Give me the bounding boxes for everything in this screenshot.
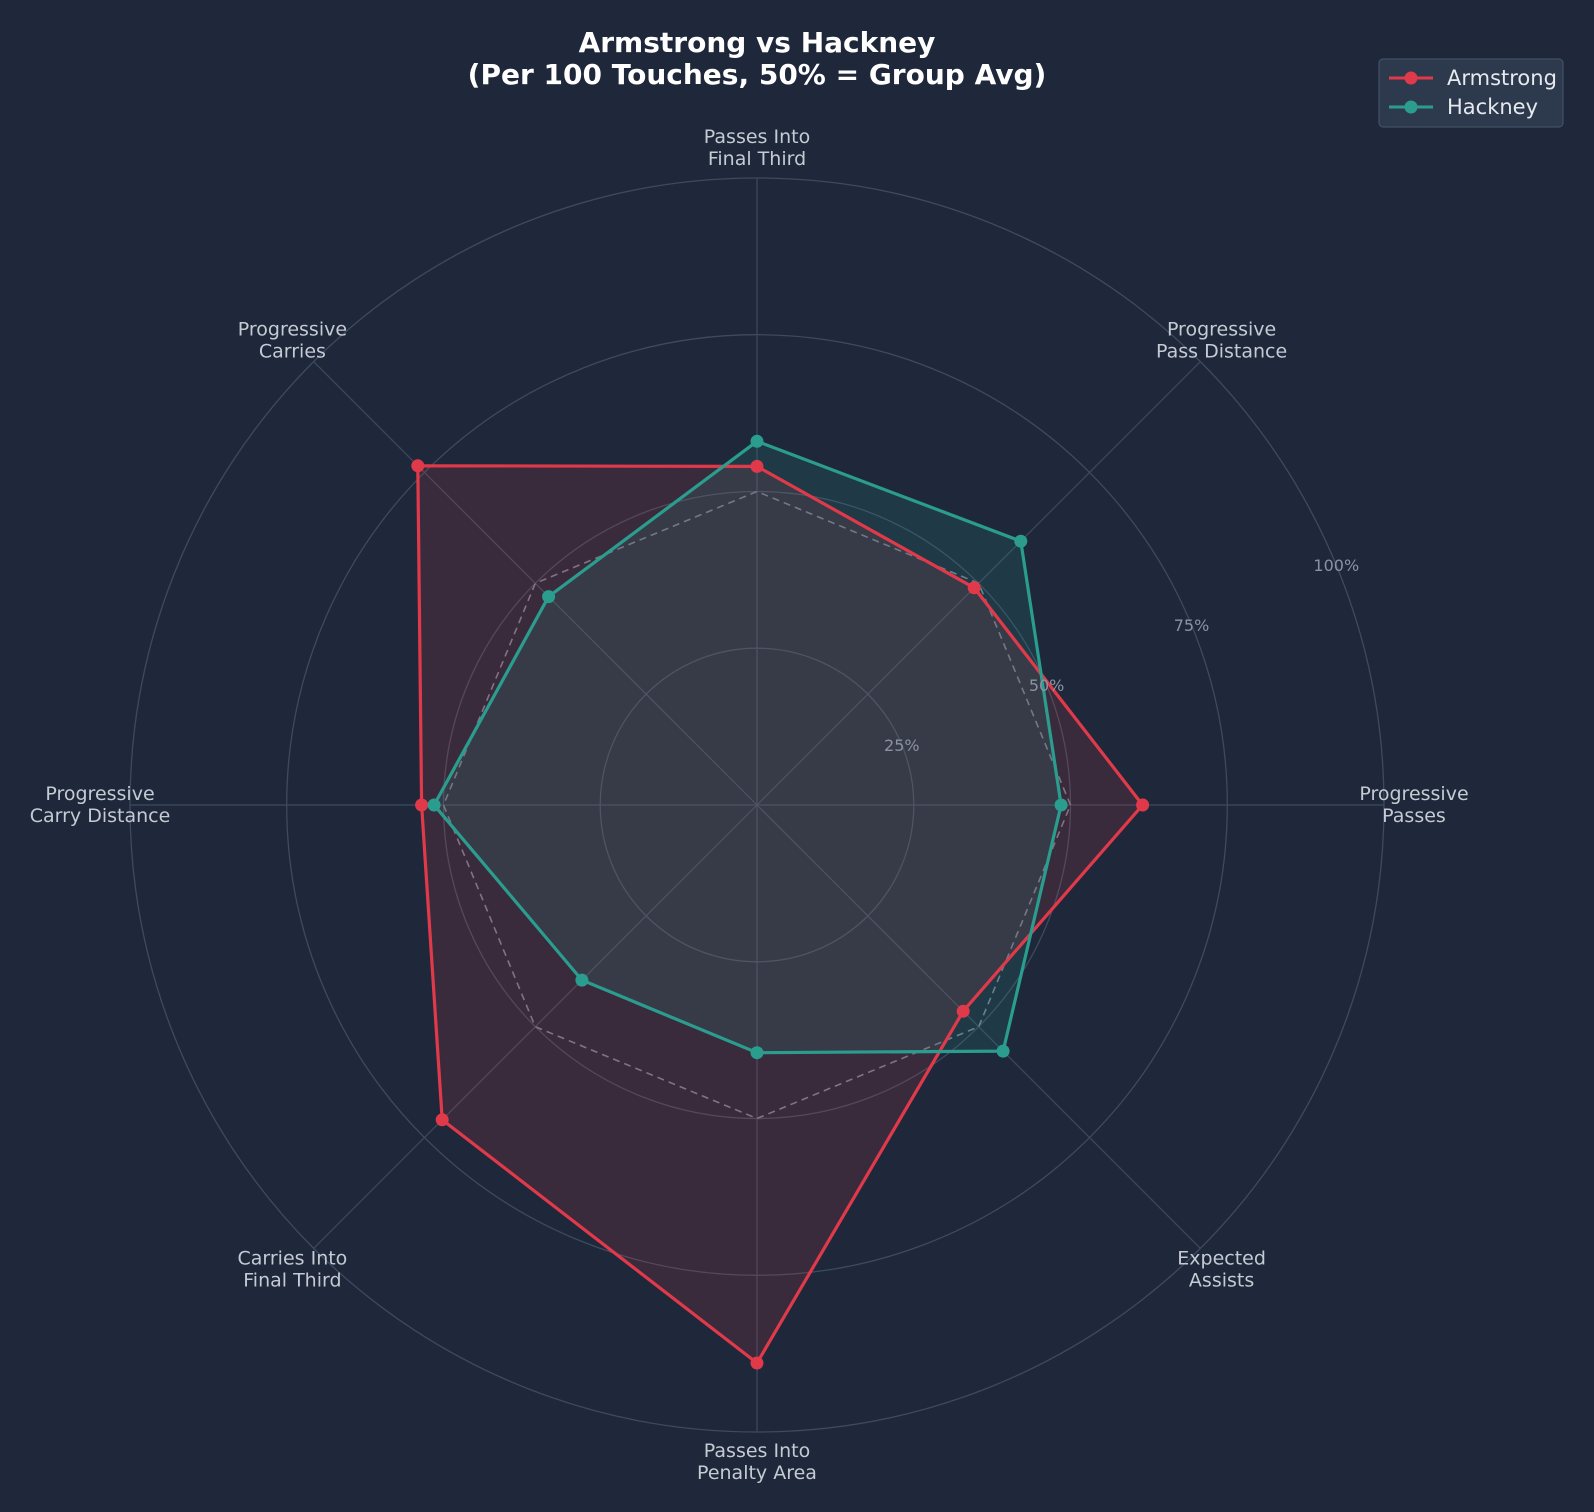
point-armstrong-4 <box>415 798 429 812</box>
point-hackney-3 <box>542 590 556 604</box>
point-hackney-0 <box>1054 798 1068 812</box>
tick-label-100: 100% <box>1313 556 1359 575</box>
tick-label-50: 50% <box>1029 676 1065 695</box>
axis-label-7-line-0: Expected <box>1177 1248 1266 1270</box>
axis-label-3-line-0: Progressive <box>238 318 347 340</box>
axis-label-6-line-1: Penalty Area <box>697 1462 817 1484</box>
axis-label-5-line-1: Final Third <box>243 1270 341 1292</box>
point-hackney-2 <box>750 434 764 448</box>
grid-spoke-7 <box>756 804 1201 1249</box>
axis-label-5-line-0: Carries Into <box>237 1248 347 1270</box>
axis-label-1-line-1: Pass Distance <box>1156 340 1287 362</box>
grid-spoke-3 <box>313 361 758 806</box>
point-armstrong-7 <box>956 1004 970 1018</box>
point-armstrong-6 <box>750 1356 764 1370</box>
chart-title-line-2: (Per 100 Touches, 50% = Group Avg) <box>468 58 1047 91</box>
grid-spoke-5 <box>313 804 758 1249</box>
axis-label-1-line-0: Progressive <box>1167 318 1276 340</box>
point-armstrong-1 <box>967 581 981 595</box>
point-armstrong-2 <box>750 459 764 473</box>
tick-label-75: 75% <box>1174 616 1210 635</box>
series-fill-hackney <box>434 441 1062 1053</box>
legend-box <box>1378 58 1564 128</box>
point-hackney-6 <box>750 1046 764 1060</box>
axis-label-0-line-1: Passes <box>1382 805 1446 827</box>
axis-label-6-line-0: Passes Into <box>704 1440 810 1462</box>
axis-label-4-line-0: Progressive <box>45 783 154 805</box>
chart-title-line-1: Armstrong vs Hackney <box>579 26 936 59</box>
tick-label-25: 25% <box>884 736 920 755</box>
legend: Armstrong Hackney <box>1378 58 1564 128</box>
point-hackney-5 <box>575 973 589 987</box>
point-armstrong-3 <box>411 459 425 473</box>
legend-marker-hackney <box>1404 100 1418 114</box>
axis-label-2-line-1: Final Third <box>708 148 806 170</box>
point-hackney-1 <box>1014 534 1028 548</box>
series-fill-armstrong <box>417 465 1143 1363</box>
axis-label-4-line-1: Carry Distance <box>30 805 171 827</box>
legend-label-armstrong: Armstrong <box>1447 66 1557 90</box>
legend-marker-armstrong <box>1404 71 1418 85</box>
group-average-reference <box>442 490 1072 1120</box>
grid <box>129 177 1385 1433</box>
point-hackney-7 <box>996 1044 1010 1058</box>
series-layer <box>411 434 1150 1370</box>
legend-label-hackney: Hackney <box>1447 95 1538 119</box>
axis-label-7-line-1: Assists <box>1189 1270 1254 1292</box>
axis-label-3-line-1: Carries <box>259 340 326 362</box>
point-armstrong-5 <box>435 1113 449 1127</box>
axis-label-0-line-0: Progressive <box>1359 783 1468 805</box>
labels-layer: 25%50%75%100%ProgressivePassesProgressiv… <box>30 126 1469 1484</box>
point-armstrong-0 <box>1136 798 1150 812</box>
axis-label-2-line-0: Passes Into <box>704 126 810 148</box>
point-hackney-4 <box>427 798 441 812</box>
